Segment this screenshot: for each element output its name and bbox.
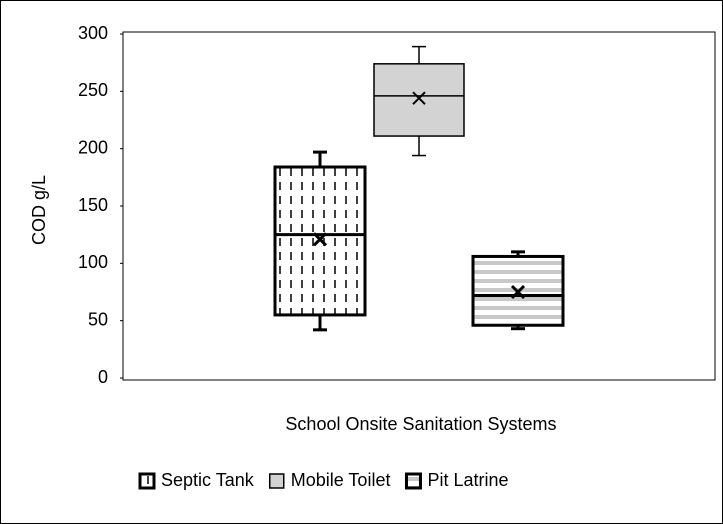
legend-label: Septic Tank — [161, 470, 255, 490]
legend-swatch — [268, 473, 285, 489]
mean-marker — [412, 91, 426, 105]
y-tick-label: 100 — [78, 252, 108, 272]
legend-label: Mobile Toilet — [291, 470, 391, 490]
y-tick-label: 250 — [78, 80, 108, 100]
y-tick-label: 300 — [78, 23, 108, 43]
y-axis-title: COD g/L — [29, 175, 49, 245]
legend-swatch — [138, 472, 156, 490]
legend-swatch — [404, 472, 422, 490]
y-tick-label: 200 — [78, 137, 108, 157]
y-tick-label: 150 — [78, 195, 108, 215]
mean-marker — [510, 284, 526, 300]
legend-label: Pit Latrine — [427, 470, 508, 490]
x-axis-title: School Onsite Sanitation Systems — [285, 414, 556, 434]
box — [373, 63, 465, 137]
y-tick-label: 50 — [88, 309, 108, 329]
y-tick-label: 0 — [98, 367, 108, 387]
mean-marker — [312, 232, 328, 247]
